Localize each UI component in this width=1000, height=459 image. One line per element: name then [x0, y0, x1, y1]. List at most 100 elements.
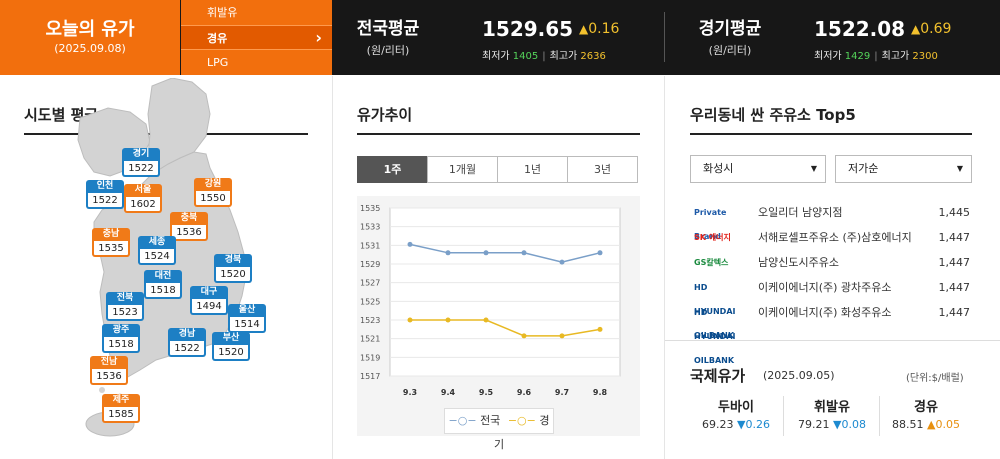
region-marker[interactable]: 경북 1520 — [214, 254, 252, 284]
intl-diesel-change: 0.05 — [935, 418, 960, 431]
region-marker[interactable]: 강원 1550 — [194, 178, 232, 208]
region-marker[interactable]: 대구 1494 — [190, 286, 228, 316]
station-price: 1,445 — [938, 206, 971, 219]
region-marker[interactable]: 전북 1523 — [106, 292, 144, 322]
station-item[interactable]: Private Brand 오일리더 남양지점 1,445 — [690, 201, 972, 241]
brand-logo-icon: HD HYUNDAI OILBANK — [694, 308, 736, 365]
region-price: 1536 — [170, 225, 208, 241]
header-date: (2025.09.08) — [54, 42, 126, 55]
tab-gasoline[interactable]: 휘발유 — [181, 0, 332, 25]
caret-down-icon: ▼ — [810, 164, 817, 173]
region-name: 대구 — [190, 286, 228, 299]
region-price: 1518 — [144, 283, 182, 299]
region-price: 1514 — [228, 317, 266, 333]
region-price: 1535 — [92, 241, 130, 257]
station-item[interactable]: GS칼텍스 남양신도시주유소 1,447 — [690, 251, 972, 275]
region-name: 서울 — [124, 184, 162, 197]
intl-diesel-value: 88.51 — [892, 418, 924, 431]
legend-national-marker-icon: −○− — [448, 414, 477, 427]
region-name: 광주 — [102, 324, 140, 337]
city-select[interactable]: 화성시 ▼ — [690, 155, 826, 183]
fuel-type-tabs: 휘발유 경유 › LPG — [181, 0, 332, 75]
national-average-unit: (원/리터) — [366, 44, 410, 57]
tab-1-month[interactable]: 1개월 — [427, 156, 498, 183]
region-name: 대전 — [144, 270, 182, 283]
gyeonggi-average-unit: (원/리터) — [708, 44, 752, 57]
region-marker[interactable]: 충북 1536 — [170, 212, 208, 242]
intl-separator — [783, 396, 784, 436]
intl-divider — [665, 340, 1000, 341]
intl-diesel: 경유 88.51 ▲0.05 — [878, 396, 974, 431]
gyeonggi-average: 경기평균 (원/리터) 1522.08 ▲0.69 최저가 1429 | 최고가 2… — [665, 0, 1000, 75]
tab-1-year[interactable]: 1년 — [497, 156, 568, 183]
gyeonggi-average-label: 경기평균 — [698, 19, 762, 39]
gyeonggi-max-label: 최고가 — [881, 51, 910, 62]
series-point — [521, 250, 527, 256]
tab-1-week[interactable]: 1주 — [357, 156, 428, 183]
trend-panel-title: 유가추이 — [357, 106, 413, 124]
gyeonggi-min-value: 1429 — [844, 51, 871, 62]
intl-separator — [879, 396, 880, 436]
region-marker[interactable]: 인천 1522 — [86, 180, 124, 210]
triangle-down-icon: ▼ — [737, 418, 746, 431]
page-title: 오늘의 유가 — [45, 19, 135, 40]
triangle-down-icon: ▼ — [833, 418, 842, 431]
intl-title: 국제유가 — [690, 367, 746, 385]
series-point — [597, 250, 603, 256]
intl-diesel-name: 경유 — [914, 400, 938, 415]
header-divider — [664, 12, 665, 62]
tab-lpg[interactable]: LPG — [181, 50, 332, 75]
national-change-value: 0.16 — [588, 21, 620, 37]
trend-chart-svg: 1535 1533 1531 1529 1527 1525 1523 1521 1519 1517… — [360, 204, 621, 397]
region-price: 1494 — [190, 299, 228, 315]
region-name: 충북 — [170, 212, 208, 225]
region-marker[interactable]: 경기 1522 — [122, 148, 160, 178]
tab-diesel[interactable]: 경유 › — [181, 25, 332, 50]
region-price: 1522 — [122, 161, 160, 177]
triangle-up-icon: ▲ — [911, 22, 921, 36]
region-marker[interactable]: 전남 1536 — [90, 356, 128, 386]
intl-unit: (단위:$/배럴) — [906, 373, 964, 384]
region-name: 제주 — [102, 394, 140, 407]
region-marker[interactable]: 서울 1602 — [124, 184, 162, 214]
tab-gasoline-label: 휘발유 — [207, 6, 238, 19]
region-name: 경기 — [122, 148, 160, 161]
region-marker[interactable]: 충남 1535 — [92, 228, 130, 258]
trend-title-underline — [357, 133, 640, 135]
intl-dubai: 두바이 69.23 ▼0.26 — [688, 396, 784, 431]
station-item[interactable]: HD HYUNDAI OILBANK 이케이에너지(주) 광차주유소 1,447 — [690, 276, 972, 340]
x-tick-label: 9.6 — [517, 388, 532, 397]
region-price: 1522 — [86, 193, 124, 209]
national-average: 전국평균 (원/리터) 1529.65 ▲0.16 최저가 1405 | 최고가 2… — [333, 0, 663, 75]
region-price: 1536 — [90, 369, 128, 385]
station-item[interactable]: HD HYUNDAI OILBANK 이케이에너지(주) 화성주유소 1,447 — [690, 301, 972, 365]
series-point — [445, 250, 451, 256]
series-point — [407, 241, 413, 247]
caret-down-icon: ▼ — [956, 164, 963, 173]
intl-gasoline: 휘발유 79.21 ▼0.08 — [784, 396, 880, 431]
sort-select[interactable]: 저가순 ▼ — [835, 155, 972, 183]
region-marker[interactable]: 광주 1518 — [102, 324, 140, 354]
region-marker[interactable]: 제주 1585 — [102, 394, 140, 424]
national-min-value: 1405 — [512, 51, 539, 62]
plot-area — [389, 207, 621, 377]
region-marker[interactable]: 경남 1522 — [168, 328, 206, 358]
x-tick-label: 9.7 — [555, 388, 569, 397]
region-marker[interactable]: 부산 1520 — [212, 332, 250, 362]
y-tick-label: 1521 — [360, 335, 380, 344]
y-tick-label: 1525 — [360, 297, 380, 306]
tab-3-year[interactable]: 3년 — [567, 156, 638, 183]
region-name: 울산 — [228, 304, 266, 317]
national-average-value: 1529.65 — [482, 17, 574, 41]
station-item[interactable]: SK 에너지 서해로셀프주유소 (주)삼호에너지 1,447 — [690, 226, 972, 250]
gyeonggi-min-max: 최저가 1429 | 최고가 2300 — [814, 51, 938, 62]
station-price: 1,447 — [938, 231, 971, 244]
region-marker[interactable]: 울산 1514 — [228, 304, 266, 334]
city-select-value: 화성시 — [703, 162, 734, 175]
region-marker[interactable]: 대전 1518 — [144, 270, 182, 300]
gyeonggi-min-label: 최저가 — [814, 51, 842, 62]
region-price: 1585 — [102, 407, 140, 423]
trend-panel — [333, 76, 665, 459]
station-price: 1,447 — [938, 281, 971, 294]
region-marker[interactable]: 세종 1524 — [138, 236, 176, 266]
